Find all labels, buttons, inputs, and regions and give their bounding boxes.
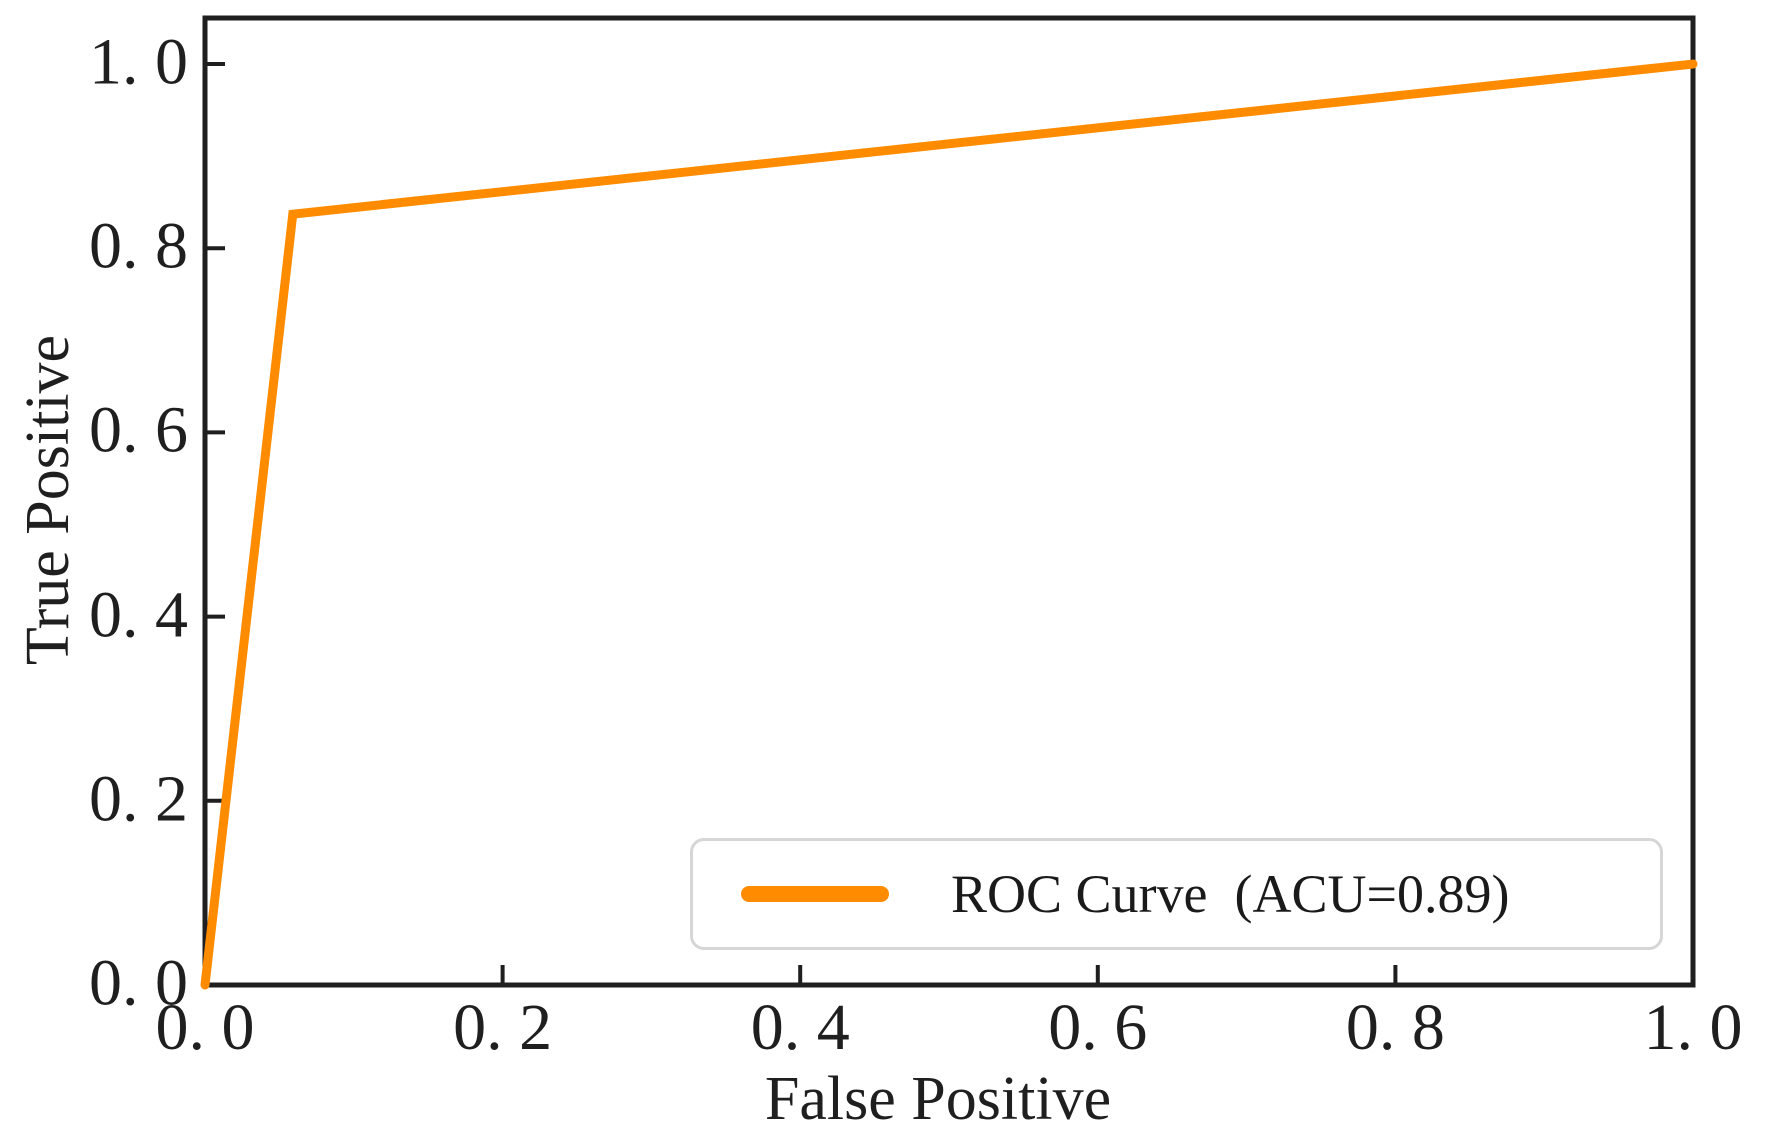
y-tick-label: 0. 0 <box>89 946 188 1020</box>
roc-curve <box>200 59 1698 990</box>
x-axis-label: False Positive <box>764 1065 1112 1133</box>
x-tick-label: 0. 4 <box>750 991 850 1064</box>
y-tick-label: 0. 8 <box>89 209 188 283</box>
legend-label: ROC Curve (ACU=0.89) <box>951 864 1510 924</box>
y-tick-label: 0. 4 <box>89 578 188 652</box>
y-tick-label: 0. 2 <box>89 762 188 836</box>
legend: ROC Curve (ACU=0.89) <box>690 838 1663 950</box>
plot-frame <box>202 15 1696 988</box>
x-tick-label: 0. 0 <box>155 991 255 1064</box>
legend-line-sample <box>741 886 889 902</box>
y-tick-label: 0. 6 <box>89 394 188 468</box>
x-tick-label: 0. 6 <box>1048 991 1148 1064</box>
y-axis-label: True Positive <box>14 334 82 666</box>
y-tick-label: 1. 0 <box>89 25 188 99</box>
x-tick-label: 0. 2 <box>453 991 553 1064</box>
x-tick-label: 1. 0 <box>1643 991 1743 1064</box>
x-tick-label: 0. 8 <box>1345 991 1445 1064</box>
